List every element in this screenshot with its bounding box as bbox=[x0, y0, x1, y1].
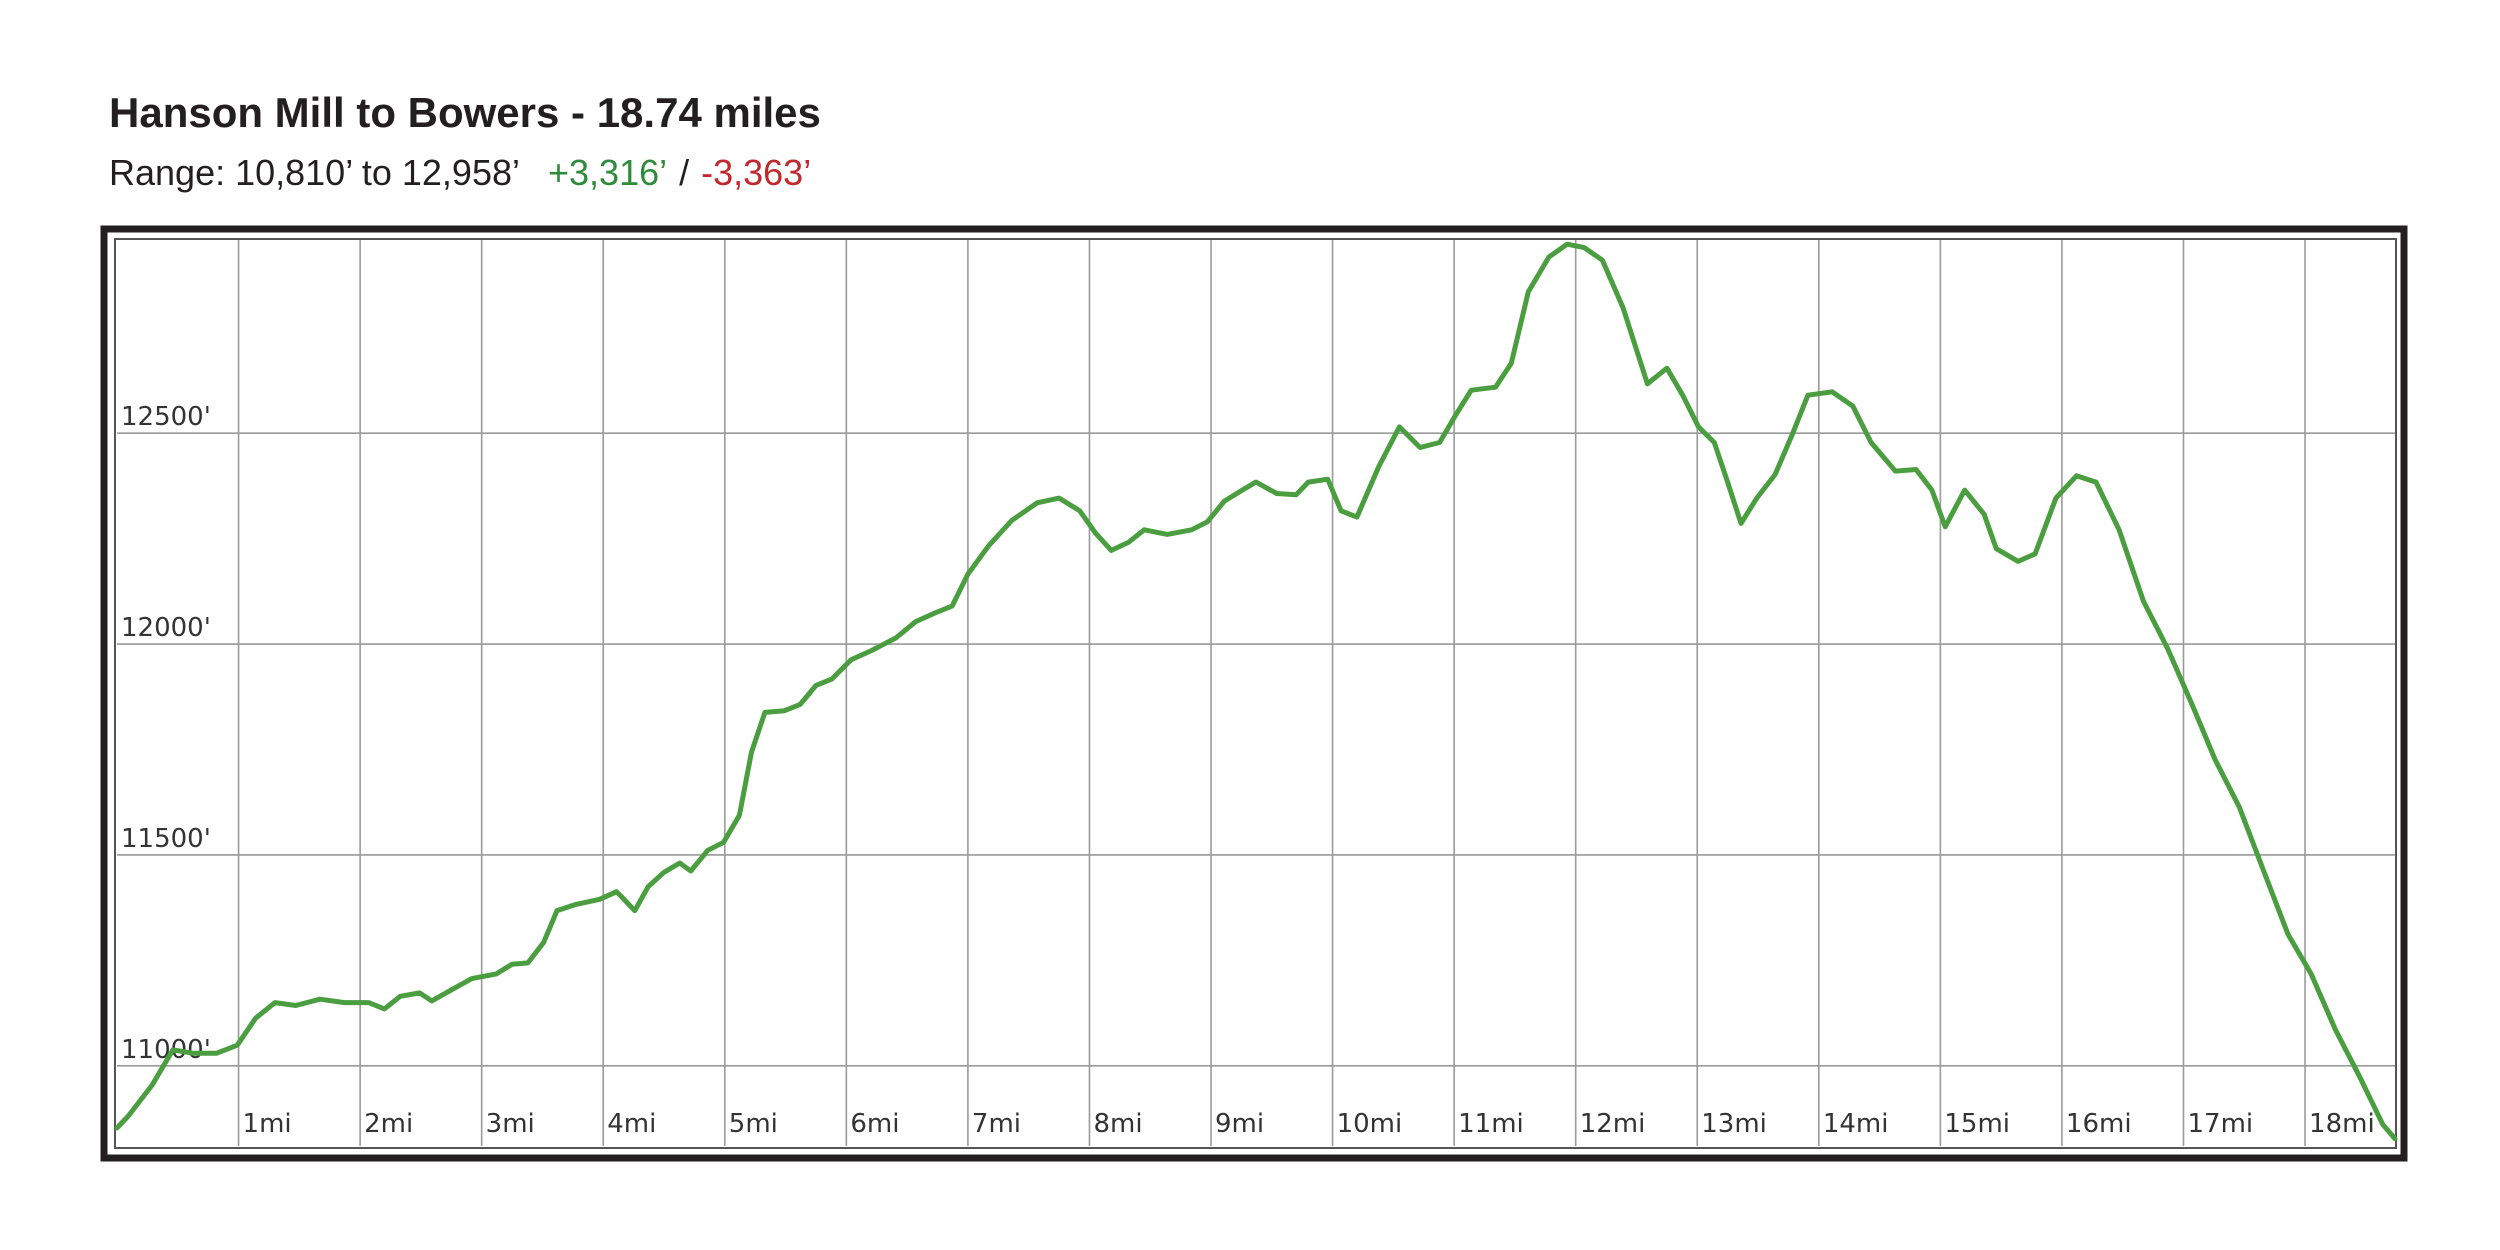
separator: / bbox=[679, 152, 689, 193]
x-tick-label: 2mi bbox=[364, 1109, 413, 1139]
x-tick-label: 17mi bbox=[2187, 1109, 2253, 1139]
plot: 1mi 2mi 3mi 4mi 5mi 6mi 7mi 8mi 9mi 10mi 11mi 12mi 1… bbox=[114, 240, 2398, 1146]
x-tick-label: 5mi bbox=[729, 1109, 778, 1139]
frame bbox=[100, 225, 2408, 1162]
y-tick-label: 11500' bbox=[121, 824, 211, 854]
x-tick-label: 6mi bbox=[850, 1109, 899, 1139]
range: Range: 10,810’ to 12,958’ bbox=[109, 152, 520, 193]
chart-title: Hanson Mill to Bowers - 18.74 miles bbox=[109, 89, 821, 136]
x-tick-label: 16mi bbox=[2066, 1109, 2132, 1139]
y-tick-label: 12000' bbox=[121, 613, 211, 643]
subtitle: Range: 10,810’ to 12,958’ +3,316’ / -3,363’ bbox=[109, 152, 811, 193]
x-tick-label: 4mi bbox=[607, 1109, 656, 1139]
x-tick-label: 7mi bbox=[972, 1109, 1021, 1139]
x-tick-label: 10mi bbox=[1337, 1109, 1403, 1139]
x-tick-label: 11mi bbox=[1458, 1109, 1524, 1139]
x-tick-label: 3mi bbox=[486, 1109, 535, 1139]
elevation-line bbox=[114, 241, 2398, 1142]
y-tick-label: 12500' bbox=[121, 402, 211, 432]
loss: -3,363’ bbox=[701, 152, 811, 193]
plot-area bbox=[114, 238, 2397, 1149]
x-tick-label: 12mi bbox=[1580, 1109, 1646, 1139]
x-tick-label: 13mi bbox=[1701, 1109, 1767, 1139]
x-tick-label: 8mi bbox=[1093, 1109, 1142, 1139]
gain: +3,316’ bbox=[548, 152, 667, 193]
x-tick-label: 14mi bbox=[1823, 1109, 1889, 1139]
x-tick-label: 18mi bbox=[2309, 1109, 2375, 1139]
x-tick-label: 1mi bbox=[243, 1109, 292, 1139]
x-tick-label: 15mi bbox=[1944, 1109, 2010, 1139]
x-tick-label: 9mi bbox=[1215, 1109, 1264, 1139]
